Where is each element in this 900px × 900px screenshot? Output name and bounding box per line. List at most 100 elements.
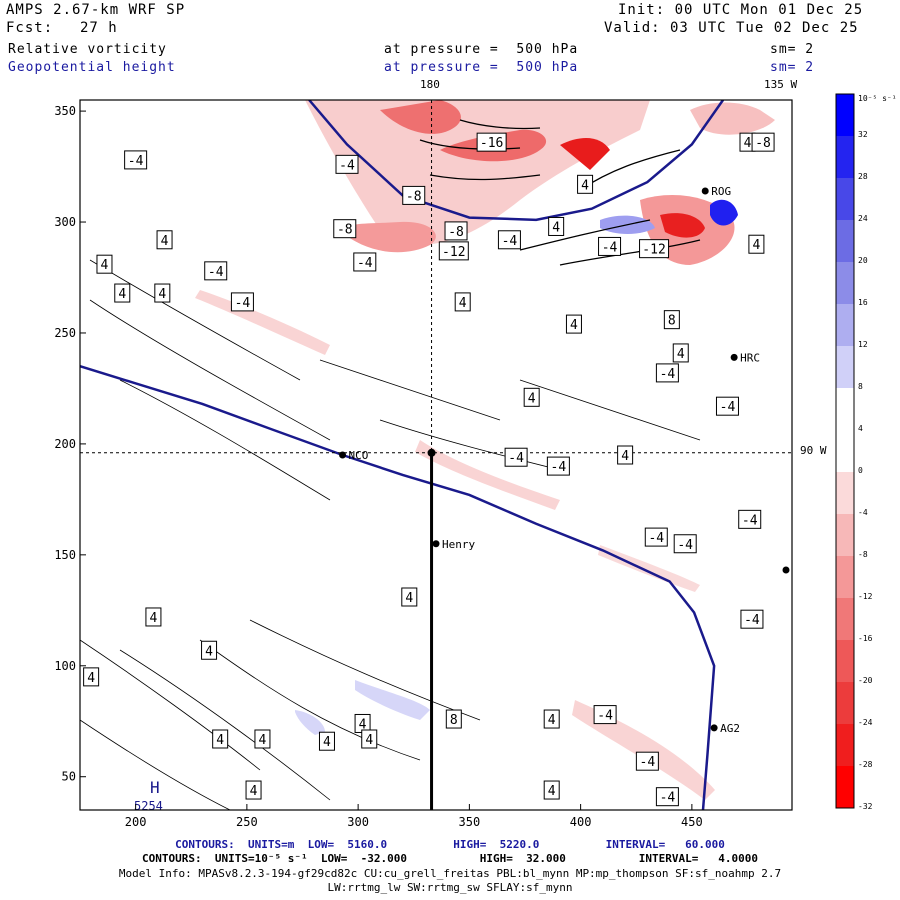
- vorticity-core-3: [340, 221, 436, 253]
- vorticity-contour-labels: -4 4 4 4 4 -4 -4 -8 -4 -8 -16 -4 -12 -8 4 -4 4 4 4 -4 -12 8 4 -…: [83, 132, 775, 807]
- vorticity-label: 4: [96, 254, 113, 274]
- vorticity-label-box: [353, 252, 377, 272]
- station-label: HRC: [740, 351, 760, 364]
- vorticity-label: 4: [156, 230, 173, 250]
- vorticity-label: -4: [598, 236, 622, 256]
- lon-label-180: 180: [420, 78, 440, 91]
- vorticity-label: -4: [673, 534, 697, 554]
- vorticity-label-value: -8: [406, 189, 422, 204]
- colorbar-segment: [836, 766, 854, 808]
- field1-level: at pressure = 500 hPa: [384, 42, 579, 57]
- vorticity-label-value: 4: [405, 591, 413, 606]
- colorbar-segment: [836, 514, 854, 556]
- vorticity-core-6: [660, 213, 705, 238]
- station-label: Henry: [442, 538, 475, 551]
- vorticity-label-box: [124, 150, 148, 170]
- forecast-hour: 27 h: [80, 20, 118, 36]
- vorticity-label-value: 4: [528, 391, 536, 406]
- colorbar: 32 28 24 20 16 12 8 4 0 -4 -8 -12 -16 -20 -24 -28 -32: [835, 93, 873, 811]
- high-marker-symbol: H: [150, 778, 160, 797]
- vorticity-label: -4: [715, 396, 739, 416]
- vorticity-label-value: -4: [551, 460, 567, 475]
- colorbar-tick-label: 12: [858, 340, 868, 349]
- vorticity-label: 4: [212, 729, 229, 749]
- vorticity-label: -12: [639, 239, 670, 259]
- vorticity-label-box: [114, 283, 131, 303]
- colorbar-tick-label: 8: [858, 382, 863, 391]
- station-dot: [710, 724, 718, 732]
- footer-model-info-2: LW:rrtmg_lw SW:rrtmg_sw SFLAY:sf_mynn: [327, 881, 573, 894]
- colorbar-tick-label: -8: [858, 550, 868, 559]
- valid-time: Valid: 03 UTC Tue 02 Dec 25: [604, 20, 859, 36]
- vorticity-label-box: [145, 607, 162, 627]
- vorticity-label: 4: [748, 234, 765, 254]
- vorticity-label-value: 4: [205, 644, 213, 659]
- vorticity-label-box: [204, 261, 228, 281]
- thin-contours: [80, 259, 701, 810]
- vorticity-label-box: [476, 132, 507, 152]
- vorticity-label-box: [361, 729, 378, 749]
- footer-vorticity-contours: CONTOURS: UNITS=10⁻⁵ s⁻¹ LOW= -32.000 HI…: [142, 852, 758, 865]
- y-tick-label: 100: [54, 659, 76, 673]
- colorbar-segment: [836, 136, 854, 178]
- vorticity-band-3: [598, 545, 700, 592]
- vorticity-label: 4: [454, 292, 471, 312]
- y-tick-label: 350: [54, 104, 76, 118]
- vorticity-label: 8: [445, 709, 462, 729]
- y-tick-label: 200: [54, 437, 76, 451]
- vorticity-label: 8: [663, 310, 680, 330]
- vorticity-label-box: [644, 527, 668, 547]
- vorticity-label-box: [751, 132, 775, 152]
- forecast-label: Fcst:: [6, 20, 54, 36]
- vorticity-label-box: [577, 174, 594, 194]
- vorticity-label: 4: [114, 283, 131, 303]
- vorticity-label-box: [523, 387, 540, 407]
- colorbar-segment: [836, 262, 854, 304]
- vorticity-label-box: [672, 343, 689, 363]
- colorbar-segment: [836, 556, 854, 598]
- vorticity-label-value: 4: [552, 220, 560, 235]
- vorticity-label: 4: [254, 729, 271, 749]
- vorticity-label: -4: [353, 252, 377, 272]
- field2-level: at pressure = 500 hPa: [384, 60, 579, 75]
- vorticity-label: 4: [318, 731, 335, 751]
- vorticity-label-box: [83, 667, 100, 687]
- high-marker-value: 5254: [134, 799, 163, 813]
- colorbar-segment: [836, 682, 854, 724]
- vorticity-label-value: -4: [677, 538, 693, 553]
- vorticity-label: -8: [333, 219, 357, 239]
- height-contour-5220-north: [308, 100, 725, 222]
- vorticity-label-value: -4: [640, 755, 656, 770]
- vorticity-label-value: 4: [365, 733, 373, 748]
- colorbar-tick-label: -12: [858, 592, 873, 601]
- colorbar-tick-label: -16: [858, 634, 873, 643]
- colorbar-segment: [836, 640, 854, 682]
- vorticity-label-box: [401, 587, 418, 607]
- vorticity-label-value: -4: [357, 256, 373, 271]
- colorbar-tick-label: -20: [858, 676, 873, 685]
- vorticity-label: 4: [577, 174, 594, 194]
- vorticity-label-value: 4: [158, 287, 166, 302]
- station-dot: [701, 187, 709, 195]
- vorticity-label-value: 8: [450, 713, 458, 728]
- vorticity-label: -4: [504, 447, 528, 467]
- vorticity-label: 4: [201, 640, 218, 660]
- vorticity-label-box: [445, 709, 462, 729]
- vorticity-label-box: [635, 751, 659, 771]
- vorticity-label-box: [715, 396, 739, 416]
- vorticity-band-6: [295, 710, 325, 735]
- vorticity-label-value: -4: [128, 154, 144, 169]
- height-contour-5220-south: [80, 365, 716, 810]
- vorticity-label-box: [543, 780, 560, 800]
- colorbar-segment: [836, 472, 854, 514]
- x-axis: 200 250 300 350 400 450: [125, 804, 703, 829]
- x-tick-label: 350: [459, 815, 481, 829]
- vorticity-label-value: 4: [548, 713, 556, 728]
- station-label: ROG: [711, 185, 731, 198]
- vorticity-core-7: [690, 102, 775, 135]
- vorticity-label: -8: [444, 221, 468, 241]
- x-tick-label: 300: [347, 815, 369, 829]
- station-dot: [730, 353, 738, 361]
- vorticity-label-box: [497, 230, 521, 250]
